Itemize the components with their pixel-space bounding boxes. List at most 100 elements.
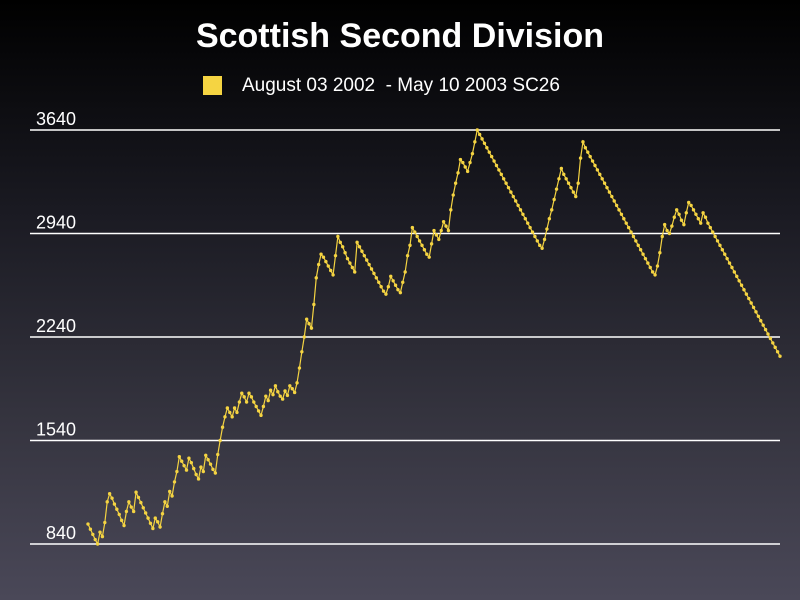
data-point	[737, 279, 741, 283]
data-point	[180, 459, 184, 463]
data-point	[167, 489, 172, 494]
data-point	[357, 245, 362, 249]
data-point	[617, 208, 621, 212]
data-point	[562, 172, 566, 177]
data-point	[348, 261, 352, 265]
data-point	[576, 181, 580, 185]
data-point	[143, 511, 148, 515]
data-point	[771, 341, 775, 345]
data-point	[612, 199, 616, 203]
data-point	[230, 415, 234, 419]
data-point	[91, 532, 95, 537]
data-point	[506, 185, 511, 190]
data-point	[662, 222, 667, 227]
data-point	[264, 394, 268, 398]
data-point	[667, 231, 672, 236]
data-point	[696, 217, 701, 221]
data-point	[139, 500, 143, 505]
data-point	[194, 472, 198, 477]
data-point	[338, 240, 342, 245]
chart-title: Scottish Second Division	[196, 17, 604, 55]
data-point	[494, 163, 499, 168]
data-point	[268, 388, 273, 392]
data-point	[88, 527, 93, 531]
data-point	[391, 279, 395, 283]
data-point	[739, 283, 744, 287]
data-point	[112, 502, 117, 506]
data-point	[703, 215, 708, 219]
data-point	[367, 262, 371, 267]
data-point	[600, 177, 604, 181]
data-point	[170, 494, 174, 498]
data-point	[485, 146, 489, 150]
data-point	[244, 400, 249, 404]
y-tick-label: 2940	[36, 213, 76, 233]
data-point	[730, 265, 734, 270]
data-point	[550, 208, 554, 212]
data-point	[213, 471, 218, 475]
data-point	[163, 500, 167, 504]
data-point	[288, 384, 292, 388]
data-point	[355, 240, 359, 245]
data-point	[360, 249, 364, 253]
data-point	[528, 225, 532, 230]
data-point	[103, 520, 107, 525]
data-point	[773, 345, 777, 350]
data-point	[177, 455, 182, 459]
data-point	[451, 193, 455, 197]
y-tick-label: 840	[46, 523, 76, 543]
data-point	[242, 395, 246, 399]
data-point	[766, 332, 770, 336]
data-point	[377, 280, 381, 284]
data-point	[691, 208, 696, 212]
data-point	[211, 467, 215, 472]
data-point	[689, 203, 693, 208]
data-point	[98, 530, 102, 534]
data-point	[208, 462, 213, 466]
data-point	[331, 273, 335, 277]
data-point	[129, 505, 133, 509]
data-point	[701, 211, 705, 215]
data-point	[530, 230, 535, 234]
data-point	[480, 137, 484, 141]
data-point	[432, 228, 436, 233]
data-point	[470, 151, 475, 156]
data-point	[482, 141, 487, 146]
data-point	[141, 506, 145, 510]
data-point	[343, 251, 347, 255]
data-point	[117, 512, 121, 517]
data-point	[280, 397, 285, 401]
data-point	[720, 248, 725, 252]
data-point	[665, 228, 669, 233]
data-point	[533, 234, 537, 239]
data-point	[636, 243, 640, 248]
data-point	[206, 458, 210, 462]
data-point	[694, 212, 698, 216]
data-point	[336, 234, 340, 239]
data-point	[626, 225, 631, 230]
data-point	[401, 280, 405, 284]
data-point	[434, 233, 439, 237]
data-point	[396, 287, 400, 292]
data-point	[559, 166, 564, 171]
data-point	[638, 248, 643, 252]
data-point	[624, 221, 628, 225]
data-point	[345, 256, 350, 261]
data-point	[86, 522, 90, 526]
data-point	[715, 239, 720, 243]
data-point	[374, 276, 379, 280]
data-point	[276, 390, 280, 394]
data-point	[172, 480, 177, 484]
data-point	[437, 237, 441, 242]
data-point	[473, 140, 477, 144]
data-point	[417, 239, 422, 243]
data-point	[646, 261, 650, 265]
data-point	[523, 217, 528, 221]
data-point	[634, 239, 638, 243]
data-point	[756, 314, 761, 318]
data-point	[261, 404, 266, 409]
data-point	[192, 466, 196, 471]
data-point	[768, 336, 773, 341]
data-point	[526, 221, 530, 225]
data-point	[131, 509, 136, 514]
